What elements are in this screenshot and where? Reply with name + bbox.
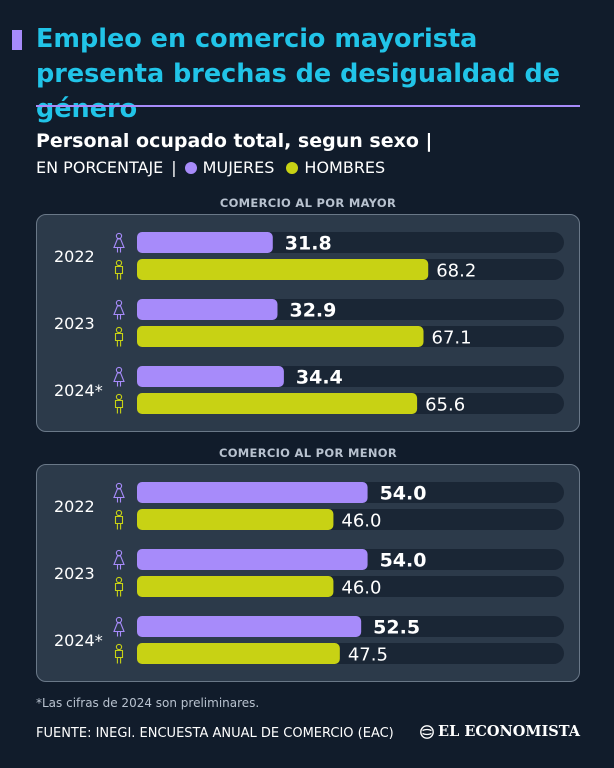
man-icon	[114, 259, 124, 280]
legend-dot-men	[286, 161, 299, 174]
value-label-men: 67.1	[432, 328, 472, 349]
legend-label-men: HOMBRES	[304, 158, 386, 177]
man-icon	[114, 509, 124, 530]
bar-men	[137, 393, 418, 414]
bar-men	[137, 643, 340, 664]
legend-item-men: HOMBRES	[286, 158, 385, 177]
source-note: FUENTE: INEGI. ENCUESTA ANUAL DE COMERCI…	[36, 726, 394, 741]
bar-women	[137, 482, 368, 503]
bar-women	[137, 232, 273, 253]
value-label-men: 65.6	[425, 395, 465, 416]
panel-title-retail: COMERCIO AL POR MENOR	[218, 446, 398, 460]
woman-icon	[113, 232, 125, 253]
title-accent-mark	[12, 30, 22, 50]
value-label-men: 46.0	[341, 578, 381, 599]
brand-icon	[420, 724, 434, 739]
woman-icon	[113, 299, 125, 320]
value-label-women: 54.0	[380, 483, 427, 505]
value-label-men: 68.2	[436, 261, 476, 282]
bar-men	[137, 326, 424, 347]
value-label-women: 31.8	[285, 233, 332, 255]
chart-svg-wholesale: 2022 31.8 68.2 2023 32.9 67.1 2024* 34.4 65.6	[54, 232, 564, 416]
legend-item-women: MUJERES	[184, 158, 275, 177]
bar-women	[137, 366, 284, 387]
man-icon	[114, 643, 124, 664]
title-divider	[36, 105, 580, 107]
woman-icon	[113, 482, 125, 503]
bar-men	[137, 509, 334, 530]
bar-women	[137, 616, 362, 637]
value-label-men: 46.0	[341, 511, 381, 532]
man-icon	[114, 393, 124, 414]
value-label-men: 47.5	[348, 645, 388, 666]
year-label: 2023	[54, 564, 95, 583]
year-label: 2023	[54, 314, 95, 333]
year-label: 2024*	[54, 631, 103, 650]
woman-icon	[113, 549, 125, 570]
bar-women	[137, 299, 278, 320]
footnote: *Las cifras de 2024 son preliminares.	[36, 696, 260, 710]
bar-women	[137, 549, 368, 570]
chart-subtitle: Personal ocupado total, segun sexo |	[36, 130, 433, 152]
value-label-women: 54.0	[380, 550, 427, 572]
chart-svg-retail: 2022 54.0 46.0 2023 54.0 46.0 2024* 52.5 47.5	[54, 482, 564, 666]
woman-icon	[113, 616, 125, 637]
man-icon	[114, 576, 124, 597]
legend-separator: |	[171, 158, 177, 177]
legend-unit: EN PORCENTAJE	[36, 158, 164, 177]
value-label-women: 52.5	[373, 617, 420, 639]
man-icon	[114, 326, 124, 347]
year-label: 2022	[54, 247, 95, 266]
legend-label-women: MUJERES	[202, 158, 275, 177]
page-title: Empleo en comercio mayorista presenta br…	[36, 24, 561, 124]
woman-icon	[113, 366, 125, 387]
legend: EN PORCENTAJE | MUJERES HOMBRES	[36, 158, 397, 177]
brand-logo: EL ECONOMISTA	[420, 723, 580, 740]
value-label-women: 32.9	[289, 300, 336, 322]
legend-dot-women	[184, 161, 197, 174]
brand-name: EL ECONOMISTA	[438, 723, 580, 740]
bar-men	[137, 576, 334, 597]
chart-panel-wholesale: 2022 31.8 68.2 2023 32.9 67.1 2024* 34.4 65.6	[36, 214, 580, 432]
year-label: 2024*	[54, 381, 103, 400]
year-label: 2022	[54, 497, 95, 516]
panel-title-wholesale: COMERCIO AL POR MAYOR	[219, 196, 397, 210]
chart-panel-retail: 2022 54.0 46.0 2023 54.0 46.0 2024* 52.5 47.5	[36, 464, 580, 682]
bar-men	[137, 259, 429, 280]
value-label-women: 34.4	[296, 367, 343, 389]
